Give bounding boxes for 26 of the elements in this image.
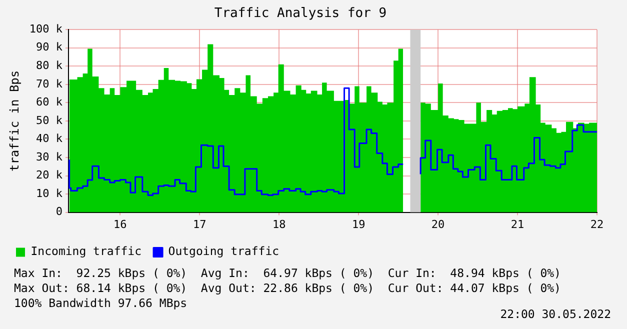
y-tick-label: 10 k <box>36 186 63 200</box>
x-tick-label: 16 <box>114 218 127 231</box>
x-tick-label: 19 <box>352 218 366 231</box>
legend-label: Outgoing traffic <box>168 244 280 258</box>
y-tick-label: 90 k <box>36 40 63 54</box>
text: 100% Bandwidth 97.66 MBps <box>14 296 188 310</box>
y-tick-label: 30 k <box>36 150 63 164</box>
text: Max In: 92.25 kBps ( 0%) Avg In: 64.97 kBps ( 0%) Cur In: 48.94 kBps ( 0%) <box>14 266 561 280</box>
legend-label: Incoming traffic <box>30 244 142 258</box>
x-tick-label: 22 <box>590 218 604 231</box>
y-tick-label: 80 k <box>36 59 63 72</box>
y-tick-label: 40 k <box>36 132 63 146</box>
x-tick-label: 18 <box>272 218 286 231</box>
x-tick-label: 17 <box>193 218 206 231</box>
x-tick-label: 21 <box>510 218 524 231</box>
y-tick-label: 50 k <box>36 114 63 127</box>
y-axis-title: traffic in Bps <box>7 70 22 172</box>
text: Max Out: 68.14 kBps ( 0%) Avg Out: 22.86 kBps ( 0%) Cur Out: 44.07 kBps ( 0%) <box>14 281 561 295</box>
y-tick-label: 20 k <box>36 168 63 182</box>
chart-title: Traffic Analysis for 9 <box>214 6 387 22</box>
y-tick-label: 0 <box>56 205 63 218</box>
text: 22:00 30.05.2022 <box>500 307 611 321</box>
y-tick-label: 100 k <box>29 22 63 36</box>
y-tick-label: 70 k <box>36 77 63 90</box>
x-tick-label: 20 <box>431 218 445 231</box>
y-tick-label: 60 k <box>36 96 63 109</box>
